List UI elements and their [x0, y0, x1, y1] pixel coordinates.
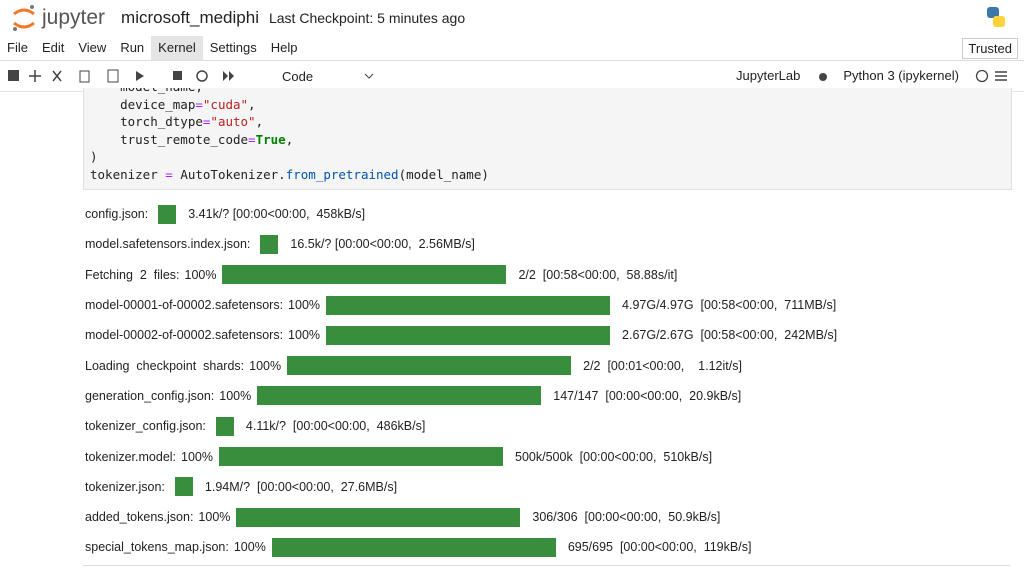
progress-stats: 695/695 [00:00<00:00, 119kB/s] [567, 540, 752, 555]
progress-bar [158, 204, 177, 224]
progress-bar [287, 356, 572, 376]
code-line: trust_remote_code=True, [90, 131, 294, 147]
progress-stats: 16.5k/? [00:00<00:00, 2.56MB/s] [290, 237, 475, 252]
toolbar-icons [8, 69, 144, 83]
progress-label: Fetching 2 files: [85, 267, 180, 282]
menu-item[interactable]: File [7, 40, 28, 55]
menu-item[interactable]: Run [120, 40, 145, 55]
progress-row: model-00001-of-00002.safetensors: 100% 4.9… [85, 290, 837, 320]
progress-bar [174, 477, 193, 497]
progress-bar [219, 447, 504, 467]
progress-stats: 1.94M/? [00:00<00:00, 27.6MB/s] [204, 479, 398, 494]
progress-row: tokenizer.model: 100% 500k/500k [00:00<00:… [85, 441, 837, 471]
progress-label: config.json: [85, 207, 149, 222]
code-line: device_map="cuda", [90, 96, 256, 112]
progress-label: tokenizer.json: [85, 479, 165, 494]
progress-bar [326, 295, 611, 315]
progress-row: Fetching 2 files: 100% 2/2 [00:58<00:00, 5… [85, 260, 837, 290]
progress-bar [326, 325, 611, 345]
progress-row: generation_config.json: 100% 147/147 [00:0… [85, 381, 837, 411]
progress-stats: 2/2 [00:58<00:00, 58.88s/it] [518, 267, 678, 282]
progress-label: added_tokens.json: [85, 510, 194, 525]
jupyter-icon [13, 5, 35, 31]
progress-stats: 3.41k/? [00:00<00:00, 458kB/s] [188, 207, 366, 222]
logo[interactable]: jupyter [42, 6, 106, 29]
progress-bar [215, 416, 234, 436]
menu-item[interactable]: View [78, 40, 107, 55]
progress-percent: 100% [198, 510, 231, 525]
progress-row: tokenizer_config.json: 4.11k/? [00:00<00:… [85, 411, 837, 441]
progress-row: config.json: 3.41k/? [00:00<00:00, 458kB/… [85, 199, 837, 229]
menu-item[interactable]: Edit [41, 40, 65, 55]
kernel-status [975, 69, 1007, 82]
progress-percent: 100% [288, 328, 321, 343]
checkpoint: Last Checkpoint: 5 minutes ago [268, 10, 466, 26]
notebook-content: model_name, device_map="cuda", torch_dty… [0, 88, 1024, 568]
header: jupyter microsoft_mediphi Last Checkpoin… [0, 0, 1024, 36]
progress-percent: 100% [249, 358, 282, 373]
progress-row: tokenizer.json: 1.94M/? [00:00<00:00, 27.… [85, 472, 837, 502]
progress-stats: 4.97G/4.97G [00:58<00:00, 711MB/s] [622, 298, 837, 313]
progress-percent: 100% [288, 298, 321, 313]
progress-label: generation_config.json: [85, 388, 215, 403]
progress-bar [222, 265, 507, 285]
progress-bar [236, 507, 521, 527]
progress-row: Loading checkpoint shards: 100% 2/2 [00:01… [85, 350, 837, 380]
trusted[interactable]: Trusted [962, 38, 1018, 59]
progress-bar [257, 386, 542, 406]
progress-bar [260, 234, 279, 254]
progress-label: model-00002-of-00002.safetensors: [85, 328, 284, 343]
menu-item[interactable]: Help [270, 40, 298, 55]
progress-row: added_tokens.json: 100% 306/306 [00:00<00:… [85, 502, 837, 532]
bug-icon [819, 72, 828, 81]
progress-label: special_tokens_map.json: [85, 540, 229, 555]
code-line: model_name, [90, 88, 489, 96]
cell-type[interactable]: Code [282, 68, 314, 84]
code-cell[interactable]: model_name, device_map="cuda", torch_dty… [83, 88, 1012, 190]
progress-label: model.safetensors.index.json: [85, 237, 251, 252]
code-line: tokenizer = AutoTokenizer.from_pretraine… [90, 166, 489, 182]
progress-percent: 100% [219, 388, 252, 403]
progress-stats: 2.67G/2.67G [00:58<00:00, 242MB/s] [622, 328, 838, 343]
cell-output: config.json: 3.41k/? [00:00<00:00, 458kB/… [85, 199, 837, 563]
code-line: torch_dtype="auto", [90, 114, 264, 129]
code: model_name, device_map="cuda", torch_dty… [90, 88, 489, 183]
dropdown-caret [364, 73, 374, 79]
progress-label: model-00001-of-00002.safetensors: [85, 298, 284, 313]
toolbar-right: JupyterLab Python 3 (ipykernel) [736, 68, 1016, 83]
toolbar-icons-2 [173, 70, 234, 82]
progress-stats: 500k/500k [00:00<00:00, 510kB/s] [515, 449, 713, 464]
progress-row: model-00002-of-00002.safetensors: 100% 2.6… [85, 320, 837, 350]
menu-item[interactable]: Settings [209, 40, 257, 55]
code-line: ) [90, 149, 98, 164]
progress-row: special_tokens_map.json: 100% 695/695 [00:… [85, 532, 837, 562]
progress-percent: 100% [233, 540, 266, 555]
progress-percent: 100% [184, 267, 217, 282]
progress-stats: 2/2 [00:01<00:00, 1.12it/s] [583, 358, 742, 373]
menu-item[interactable]: Kernel [151, 36, 203, 60]
progress-stats: 4.11k/? [00:00<00:00, 486kB/s] [245, 419, 426, 434]
progress-bar [271, 537, 556, 557]
kernel-name[interactable]: Python 3 (ipykernel) [843, 68, 959, 83]
python-logo [987, 7, 1005, 27]
progress-label: Loading checkpoint shards: [85, 358, 245, 373]
jupyterlab-link[interactable]: JupyterLab [736, 68, 801, 83]
progress-row: model.safetensors.index.json: 16.5k/? [00… [85, 229, 837, 259]
notebook-name[interactable]: microsoft_mediphi [121, 8, 259, 27]
menu-bar: File Edit View Run Kernel Settings Help Trusted [0, 36, 1024, 61]
progress-label: tokenizer.model: [85, 449, 177, 464]
progress-percent: 100% [181, 449, 214, 464]
cell-divider [83, 565, 1010, 566]
progress-stats: 306/306 [00:00<00:00, 50.9kB/s] [532, 510, 721, 525]
progress-stats: 147/147 [00:00<00:00, 20.9kB/s] [553, 388, 742, 403]
progress-label: tokenizer_config.json: [85, 419, 206, 434]
